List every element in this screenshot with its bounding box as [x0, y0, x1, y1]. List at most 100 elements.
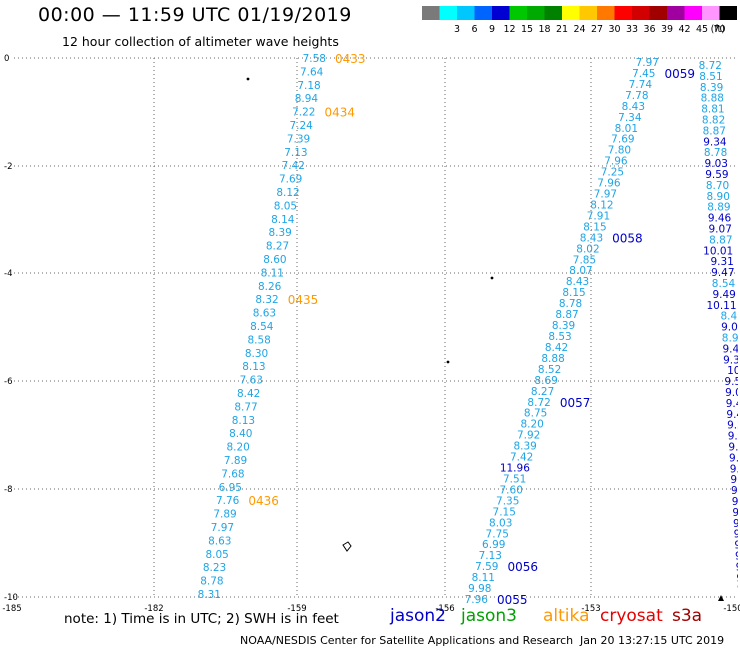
wave-height-value: 9.2	[730, 474, 740, 486]
legend-swatch	[544, 6, 562, 20]
wave-height-value: 8.43	[566, 276, 589, 288]
legend-swatch	[719, 6, 737, 20]
wave-height-value: 8.02	[576, 243, 599, 255]
lon-tick-label: -156	[435, 604, 454, 614]
wave-height-value: 7.75	[486, 528, 509, 540]
wave-height-value: 8.13	[242, 361, 265, 373]
satellite-name: s3a	[672, 606, 703, 626]
wave-height-value: 7.63	[240, 375, 263, 387]
wave-height-value: 8.15	[583, 221, 606, 233]
wave-height-value: 7.42	[282, 160, 305, 172]
wave-height-value: 8.39	[700, 82, 723, 94]
wave-height-value: 8.11	[261, 267, 284, 279]
wave-height-value: 7.89	[224, 455, 247, 467]
legend-swatch	[702, 6, 720, 20]
wave-height-value: 7.92	[517, 430, 540, 442]
wave-height-value: 9.2	[727, 420, 740, 432]
wave-height-value: 8.27	[266, 241, 289, 253]
wave-height-value: 7.78	[625, 90, 648, 102]
wave-height-value: 9.47	[711, 267, 734, 279]
legend-swatch	[614, 6, 632, 20]
wave-height-value: 8.14	[271, 214, 295, 226]
legend-label: 27	[591, 24, 603, 35]
wave-height-value: 7.76	[216, 495, 240, 507]
wave-height-value: 9.3	[728, 442, 740, 454]
wave-height-value: 9.03	[705, 158, 728, 170]
wave-height-value: 7.97	[211, 522, 234, 534]
legend-label: 12	[503, 24, 515, 35]
island-marker	[490, 276, 494, 280]
legend-swatch	[667, 6, 685, 20]
legend-swatch	[684, 6, 702, 20]
wave-height-value: 7.64	[300, 66, 324, 78]
wave-height-value: 8.94	[295, 93, 319, 105]
wave-height-value: 7.58	[303, 53, 326, 65]
wave-height-value: 8.81	[701, 104, 724, 116]
wave-height-value: 7.60	[500, 484, 523, 496]
wave-height-value: 6.99	[482, 539, 505, 551]
legend-label: 70	[713, 24, 725, 35]
wave-height-value: 8.87	[709, 234, 732, 246]
legend-unit: (ft)	[711, 24, 725, 35]
wave-height-value: 8.39	[513, 441, 536, 453]
lat-tick-label: -10	[4, 593, 18, 603]
wave-height-value: 7.13	[479, 550, 502, 562]
wave-height-value: 8.78	[704, 147, 727, 159]
wave-height-value: 9.2	[736, 572, 740, 584]
lon-tick-label: -159	[287, 604, 306, 614]
legend-label: 36	[643, 24, 655, 35]
lat-tick-label: -8	[4, 485, 12, 495]
wave-height-value: 7.69	[279, 174, 302, 186]
wave-height-value: 9.31	[710, 256, 733, 268]
wave-height-value: 7.22	[292, 107, 315, 119]
wave-height-value: 7.35	[496, 495, 519, 507]
legend-swatch	[562, 6, 580, 20]
lon-tick-label: -185	[2, 604, 21, 614]
footer-note: note: 1) Time is in UTC; 2) SWH is in fe…	[64, 611, 339, 627]
legend-label: 45	[696, 24, 708, 35]
island-marker	[446, 360, 450, 364]
wave-height-value: 9.0	[721, 322, 738, 334]
wave-height-value: 9.1	[734, 529, 740, 541]
track-right-clip: 8.728.518.398.888.818.828.879.348.789.03…	[699, 60, 740, 600]
wave-height-value: 8.20	[520, 419, 543, 431]
satellite-name: jason3	[461, 606, 517, 626]
wave-height-value: 8.07	[569, 265, 592, 277]
wave-height-value: 7.97	[594, 189, 617, 201]
wave-height-value: 10.11	[706, 300, 736, 312]
wave-height-value: 9.3	[731, 485, 740, 497]
credit-line: NOAA/NESDIS Center for Satellite Applica…	[240, 634, 574, 647]
wave-height-value: 8.39	[268, 227, 291, 239]
wave-height-value: 8.72	[527, 397, 550, 409]
legend-swatch	[422, 6, 440, 20]
map-subtitle: 12 hour collection of altimeter wave hei…	[62, 34, 339, 49]
wave-height-value: 8.01	[615, 123, 638, 135]
wave-height-value: 9.34	[703, 136, 727, 148]
legend-swatch	[509, 6, 527, 20]
wave-height-value: 8.05	[274, 200, 297, 212]
wave-height-value: 9.4	[722, 343, 739, 355]
wave-height-value: 9.4	[726, 398, 740, 410]
wave-height-value: 8.88	[701, 93, 724, 105]
legend-label: 30	[608, 24, 620, 35]
wave-height-value: 7.13	[284, 147, 307, 159]
wave-height-value: 8.77	[234, 401, 257, 413]
wave-height-value: 7.68	[221, 468, 244, 480]
pass-time-label: 0433	[335, 52, 366, 66]
wave-height-value: 8.42	[237, 388, 260, 400]
track-left: 7.587.64 7.188.94 7.227.247.39 7.137.42 7.69…	[198, 53, 326, 601]
wave-height-value: 9.0	[733, 518, 740, 530]
wave-height-value: 9.3	[723, 354, 740, 366]
wave-height-value: 8.31	[198, 589, 221, 601]
legend-label: 39	[661, 24, 673, 35]
legend-label: 3	[454, 24, 460, 35]
wave-height-value: 9.1	[735, 551, 740, 563]
wave-height-value: 9.98	[468, 583, 491, 595]
wave-height-value: 7.39	[287, 133, 310, 145]
wave-height-value: 7.74	[629, 79, 653, 91]
wave-height-value: 8.4	[720, 311, 737, 323]
wave-height-value: 8.12	[590, 199, 613, 211]
wave-height-value: 8.72	[699, 60, 722, 72]
legend-label: 21	[556, 24, 568, 35]
wave-height-value: 7.45	[632, 68, 655, 80]
